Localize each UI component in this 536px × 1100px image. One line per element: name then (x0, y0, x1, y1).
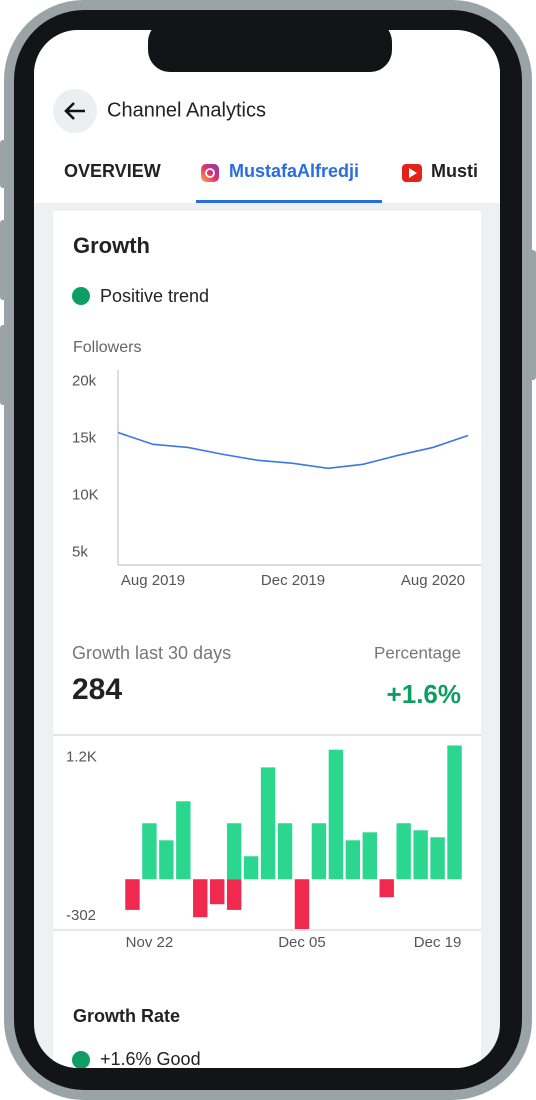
x-tick-label: Dec 19 (414, 934, 462, 951)
bar (362, 832, 377, 880)
card-title: Growth (73, 233, 150, 258)
bar (243, 856, 259, 880)
screen: Channel Analytics OVERVIEW MustafaAlfred… (34, 30, 500, 1069)
axis-title: Followers (73, 339, 141, 356)
growth-rate-status: +1.6% Good (100, 1049, 201, 1069)
tab-active[interactable]: MustafaAlfredji (229, 161, 359, 181)
bar (125, 879, 140, 910)
bar (210, 879, 225, 905)
percentage-label: Percentage (374, 643, 461, 662)
bar (277, 823, 293, 880)
y-tick-label: 20k (72, 372, 97, 389)
y-tick-label: 10K (72, 486, 99, 503)
x-tick-label: Dec 2019 (261, 572, 325, 589)
percentage-value: +1.6% (387, 679, 461, 709)
plot-area (118, 431, 469, 470)
bar (413, 830, 428, 880)
bar (159, 840, 174, 880)
bar (447, 745, 462, 880)
line (118, 431, 469, 470)
tab-underline (196, 200, 382, 203)
status-dot (72, 287, 90, 305)
bar (226, 879, 242, 910)
y-tick-label: 1.2K (66, 748, 97, 765)
bar (142, 823, 157, 880)
status: Positive trend (100, 286, 209, 306)
bar (345, 840, 361, 880)
growth-label: Growth last 30 days (72, 643, 231, 663)
bar (311, 823, 327, 880)
card (53, 211, 481, 1068)
status-dot (72, 1051, 90, 1068)
tab[interactable]: Musti (431, 161, 478, 181)
bar (226, 823, 242, 880)
instagram-icon-lens (205, 168, 215, 178)
x-tick-label: Aug 2019 (121, 572, 185, 589)
growth-rate-title: Growth Rate (73, 1006, 180, 1026)
bar (379, 879, 394, 898)
bar (396, 823, 411, 880)
bar (193, 879, 208, 918)
header-title: Channel Analytics (107, 99, 266, 121)
tab[interactable]: OVERVIEW (64, 161, 161, 181)
x-tick-label: Nov 22 (126, 934, 174, 951)
bar (176, 801, 191, 880)
bar (260, 767, 276, 880)
bar (328, 749, 344, 880)
back-arrow (64, 102, 85, 120)
x-tick-label: Aug 2020 (401, 572, 465, 589)
instagram-icon (201, 164, 219, 182)
notch (148, 30, 392, 72)
y-tick-label: -302 (66, 907, 96, 924)
y-tick-label: 5k (72, 543, 88, 560)
bar (430, 837, 445, 880)
y-tick-label: 15k (72, 429, 97, 446)
x-tick-label: Dec 05 (278, 934, 326, 951)
growth-value: 284 (72, 673, 122, 706)
youtube-icon-play (409, 168, 417, 178)
bar (294, 879, 310, 929)
